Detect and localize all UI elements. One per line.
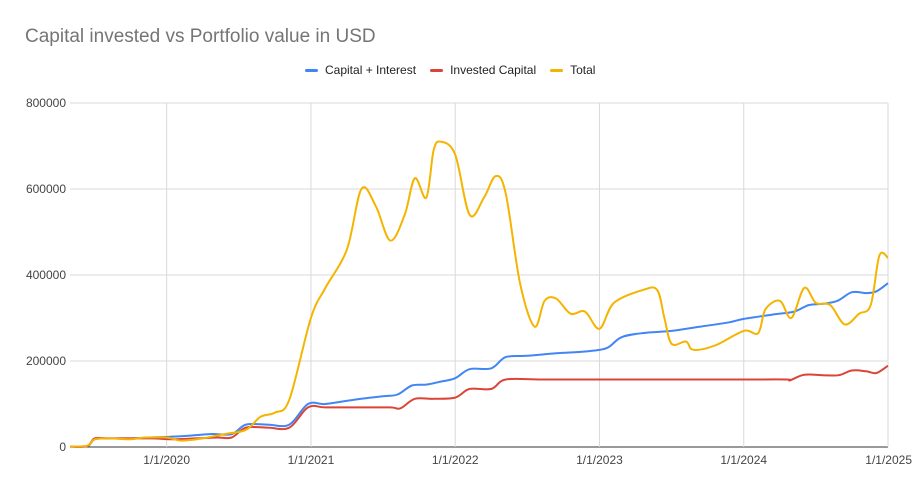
chart-title: Capital invested vs Portfolio value in U…	[25, 26, 376, 47]
x-tick-label: 1/1/2024	[720, 453, 767, 467]
y-tick-label: 0	[59, 440, 66, 454]
series-line-total[interactable]	[69, 140, 889, 448]
x-tick-label: 1/1/2020	[143, 453, 190, 467]
y-axis-ticks: 0 200000 400000 600000 800000	[26, 96, 66, 454]
x-axis-ticks: 1/1/2020 1/1/2021 1/1/2022 1/1/2023 1/1/2024…	[143, 453, 912, 467]
gridlines	[70, 102, 889, 448]
legend-label-invested-capital: Invested Capital	[450, 63, 537, 77]
x-tick-label: 1/1/2025	[865, 453, 912, 467]
series-line-capital-interest[interactable]	[69, 282, 889, 448]
legend-label-capital-interest: Capital + Interest	[325, 63, 417, 77]
legend: Capital + Interest Invested Capital Tota…	[305, 63, 595, 77]
y-tick-label: 800000	[26, 96, 66, 110]
y-tick-label: 200000	[26, 354, 66, 368]
legend-swatch-capital-interest	[305, 68, 318, 72]
x-tick-label: 1/1/2021	[288, 453, 335, 467]
legend-label-total: Total	[570, 63, 596, 77]
x-tick-label: 1/1/2022	[432, 453, 479, 467]
legend-swatch-invested-capital	[430, 68, 444, 72]
legend-item-capital-interest[interactable]: Capital + Interest	[305, 63, 416, 77]
legend-item-total[interactable]: Total	[550, 63, 595, 77]
series-lines	[69, 140, 889, 448]
legend-item-invested-capital[interactable]: Invested Capital	[430, 63, 536, 77]
y-tick-label: 400000	[26, 268, 66, 282]
y-tick-label: 600000	[26, 182, 66, 196]
legend-swatch-total	[550, 68, 564, 72]
x-tick-label: 1/1/2023	[576, 453, 623, 467]
